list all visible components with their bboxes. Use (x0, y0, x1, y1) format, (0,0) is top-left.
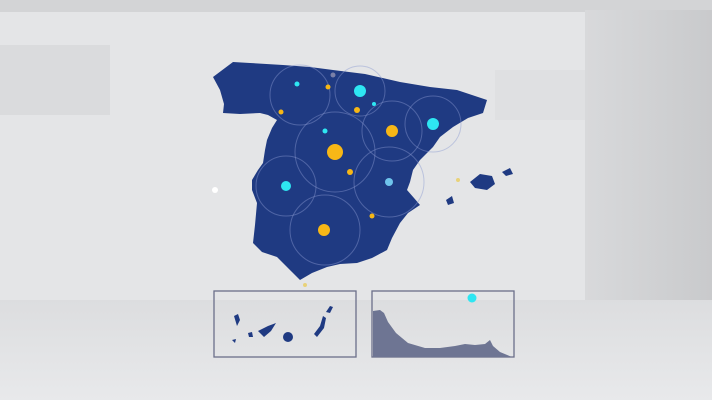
marker-yellow (386, 125, 398, 137)
marker-lightblue (385, 178, 393, 186)
background-block (0, 45, 110, 115)
marker-cyan (354, 85, 366, 97)
mallorca (470, 174, 495, 190)
marker-yellow (354, 107, 360, 113)
marker-yellow (456, 178, 460, 182)
marker-yellow (318, 224, 330, 236)
marker-cyan (372, 102, 376, 106)
marker-yellow (303, 283, 307, 287)
marker-yellow (369, 213, 375, 219)
marker-cyan (322, 128, 328, 134)
background-block (585, 10, 712, 305)
marker-white (212, 187, 218, 193)
canary-islands-inset (213, 290, 357, 358)
marker-yellow (347, 169, 353, 175)
menorca (502, 168, 513, 176)
marker-yellow (325, 84, 331, 90)
marker-gray (330, 72, 336, 78)
location-markers (212, 72, 460, 287)
coverage-rings (255, 64, 462, 266)
ibiza (446, 196, 454, 205)
marker-yellow (278, 109, 284, 115)
north-africa-coast-inset (371, 290, 515, 358)
marker-cyan (294, 81, 300, 87)
marker-cyan (281, 181, 291, 191)
marker-cyan (427, 118, 439, 130)
marker-yellow (327, 144, 343, 160)
background-block (495, 70, 585, 120)
background-block (0, 0, 712, 12)
